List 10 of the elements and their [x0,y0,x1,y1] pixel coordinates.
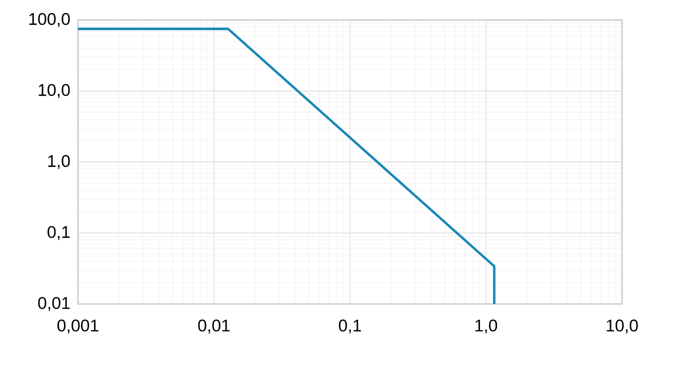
x-tick-label: 10,0 [606,320,638,334]
y-tick-label: 100,0 [29,12,70,27]
y-tick-label: 0,01 [38,297,70,311]
x-tick-label: 1,0 [476,320,498,334]
y-tick-label: 10,0 [38,84,70,98]
x-tick-label: 0,001 [57,320,98,334]
y-tick-label: 1,0 [48,155,70,169]
x-tick-label: 0,1 [338,320,361,334]
x-tick-label: 0,01 [198,320,230,334]
y-tick-label: 0,1 [48,226,70,240]
